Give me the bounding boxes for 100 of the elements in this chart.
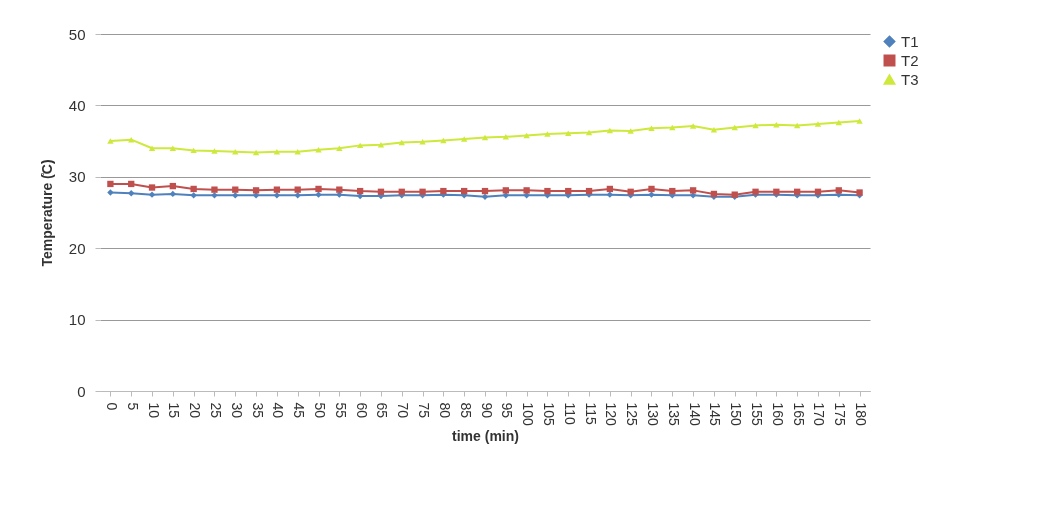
point <box>440 187 447 195</box>
point <box>190 192 197 199</box>
x-tick-label: 170 <box>811 402 828 427</box>
point <box>419 188 426 195</box>
point <box>169 190 176 198</box>
x-tick-label: 65 <box>374 402 391 419</box>
point <box>273 149 281 155</box>
x-tick-label: 5 <box>124 402 141 411</box>
point <box>794 122 801 129</box>
x-tick-label: 85 <box>457 402 474 419</box>
point <box>294 149 301 155</box>
point <box>190 185 197 193</box>
point <box>273 186 281 193</box>
x-tick-label: 50 <box>312 402 329 419</box>
x-tick-label: 110 <box>561 402 578 426</box>
point <box>419 139 426 145</box>
point <box>336 186 343 193</box>
point <box>606 127 614 134</box>
x-tick-label: 175 <box>832 402 849 427</box>
point <box>148 184 156 191</box>
x-tick-label: 140 <box>686 402 703 427</box>
y-tick-label: 0 <box>77 382 86 400</box>
x-tick-label: 90 <box>478 402 495 419</box>
point <box>752 122 759 129</box>
point <box>606 185 614 193</box>
point <box>211 148 218 154</box>
point <box>315 185 322 193</box>
point <box>544 187 551 195</box>
x-tick-label: 105 <box>540 402 557 427</box>
x-tick-label: 25 <box>207 402 224 419</box>
point <box>107 189 114 196</box>
x-tick-label: 145 <box>707 402 724 427</box>
x-tick-label: 55 <box>332 402 349 419</box>
point <box>669 187 676 195</box>
y-axis-title: Temperature (̊C) <box>38 159 55 267</box>
x-tick-label: 120 <box>603 402 620 427</box>
y-tick-label: 10 <box>68 311 86 329</box>
point <box>398 188 405 195</box>
x-tick-label: 35 <box>249 402 266 419</box>
point <box>294 192 301 199</box>
legend-label: T1 <box>901 32 919 50</box>
x-tick-label: 180 <box>853 402 870 427</box>
point <box>627 188 634 195</box>
point <box>128 180 135 188</box>
point <box>107 180 114 188</box>
point <box>502 187 509 194</box>
x-tick-label: 115 <box>582 402 599 426</box>
x-tick-label: 10 <box>145 402 162 419</box>
point <box>689 123 697 129</box>
point <box>461 136 468 142</box>
x-tick-label: 125 <box>624 402 641 427</box>
legend-label: T2 <box>901 51 919 69</box>
point <box>252 149 260 156</box>
point <box>356 142 364 149</box>
point <box>481 193 489 200</box>
y-tick-label: 20 <box>68 239 86 257</box>
x-tick-label: 30 <box>228 402 245 419</box>
point <box>523 187 530 194</box>
point <box>648 185 655 193</box>
point <box>565 187 572 195</box>
x-tick-label: 155 <box>749 402 766 427</box>
point <box>835 187 842 194</box>
x-tick-label: 0 <box>103 402 120 411</box>
x-tick-label: 95 <box>499 402 516 419</box>
x-tick-label: 100 <box>520 402 537 427</box>
point <box>565 130 572 136</box>
x-tick-label: 40 <box>270 402 287 419</box>
legend-label: T3 <box>901 70 919 88</box>
x-tick-label: 80 <box>436 402 453 419</box>
x-tick-label: 165 <box>790 402 807 427</box>
x-tick-label: 70 <box>395 402 412 419</box>
point <box>585 129 593 136</box>
point <box>128 190 135 197</box>
point <box>190 147 197 154</box>
point <box>232 186 239 193</box>
point <box>294 186 301 193</box>
point <box>502 134 509 140</box>
point <box>169 182 176 190</box>
point <box>523 132 530 139</box>
point <box>689 187 697 194</box>
point <box>648 125 655 131</box>
x-axis-title: time (min) <box>452 427 519 444</box>
x-tick-label: 160 <box>769 402 786 427</box>
x-tick-label: 150 <box>728 402 745 427</box>
point <box>627 128 634 134</box>
point <box>585 187 593 195</box>
x-tick-label: 135 <box>665 402 682 427</box>
point <box>232 192 239 199</box>
y-tick-label: 40 <box>68 96 86 114</box>
point <box>606 191 614 198</box>
point <box>148 191 156 198</box>
x-tick-label: 45 <box>291 402 308 419</box>
point <box>336 145 343 151</box>
point <box>481 187 489 195</box>
y-tick-label: 50 <box>68 25 86 43</box>
y-tick-label: 30 <box>68 168 86 186</box>
x-tick-label: 75 <box>416 402 433 419</box>
point <box>856 118 863 124</box>
point <box>273 192 281 199</box>
point <box>107 138 114 144</box>
